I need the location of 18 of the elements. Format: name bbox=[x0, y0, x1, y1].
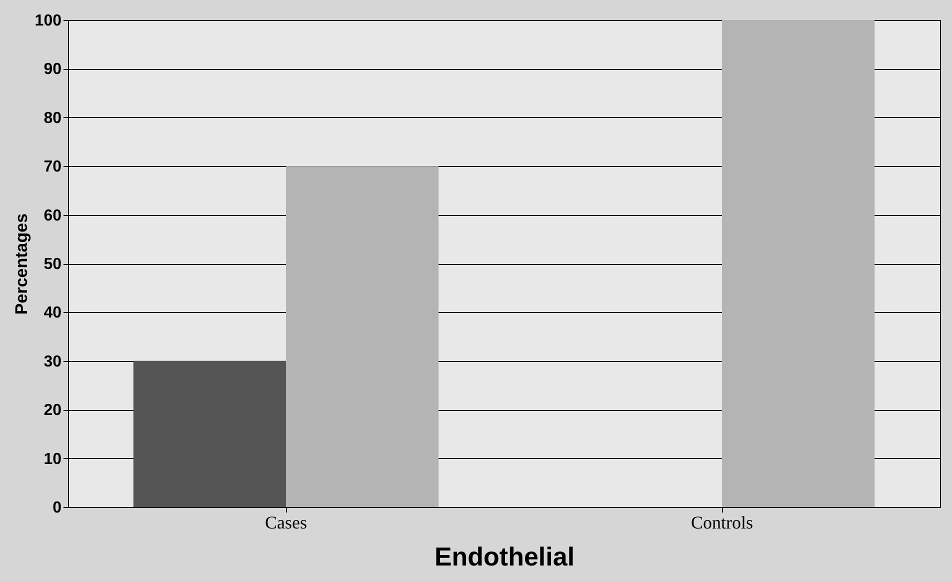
y-tick-label: 50 bbox=[44, 256, 62, 273]
y-tick-label: 20 bbox=[44, 402, 62, 420]
x-axis-title: Endothelial bbox=[434, 542, 575, 572]
y-axis-title: Percentages bbox=[12, 213, 31, 315]
x-tick-label: Controls bbox=[690, 512, 754, 532]
y-tick-label: 10 bbox=[44, 450, 62, 468]
y-tick-label: 0 bbox=[52, 500, 62, 516]
y-tick-label: 30 bbox=[44, 353, 62, 370]
y-tick-label: 80 bbox=[44, 110, 62, 127]
y-tick-label: 100 bbox=[34, 12, 62, 30]
bar bbox=[722, 20, 875, 507]
bar bbox=[286, 166, 439, 507]
x-tick-label: Cases bbox=[265, 512, 307, 532]
y-tick-label: 40 bbox=[44, 304, 62, 322]
y-tick-label: 70 bbox=[44, 158, 62, 176]
y-tick-label: 90 bbox=[44, 61, 62, 78]
y-tick-label: 60 bbox=[44, 207, 62, 224]
bar bbox=[133, 360, 286, 507]
